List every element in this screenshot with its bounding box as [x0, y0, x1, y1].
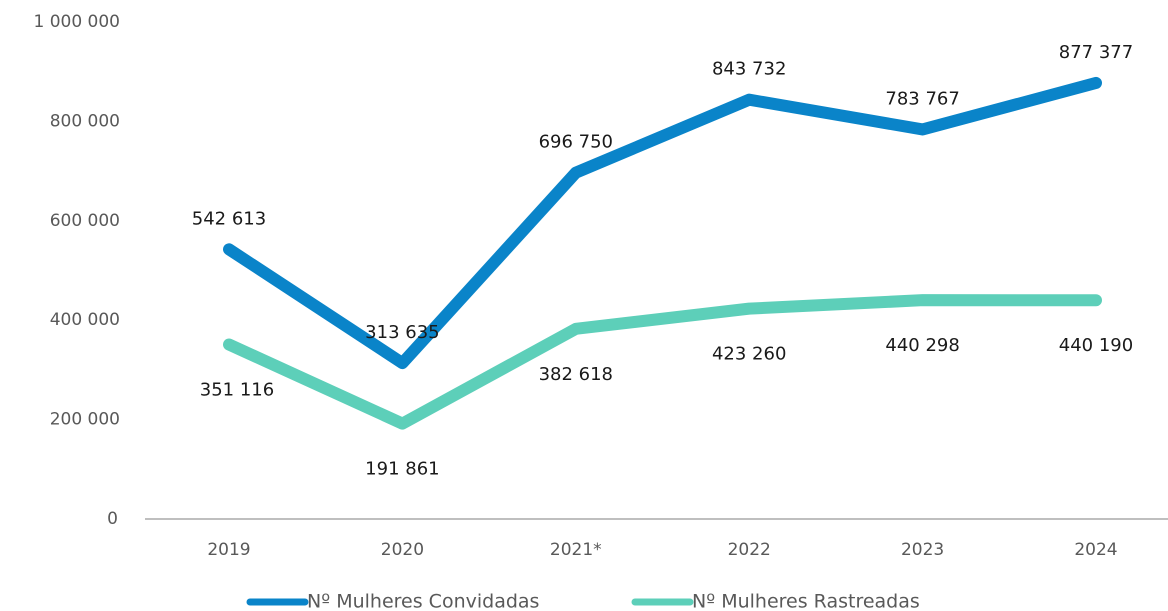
y-tick-label: 1 000 000 — [33, 12, 120, 32]
data-label: 440 190 — [1059, 335, 1133, 356]
series-line — [223, 76, 1102, 370]
data-label: 542 613 — [192, 208, 266, 229]
data-label: 382 618 — [539, 364, 613, 385]
legend-label: Nº Mulheres Rastreadas — [692, 591, 920, 611]
data-label: 877 377 — [1059, 42, 1133, 63]
series-line — [223, 294, 1102, 430]
data-label: 843 732 — [712, 59, 786, 80]
data-label: 783 767 — [885, 88, 959, 109]
x-tick-label: 2020 — [381, 540, 424, 560]
data-label: 313 635 — [365, 322, 439, 343]
y-tick-label: 0 — [107, 509, 118, 529]
data-label: 696 750 — [539, 132, 613, 153]
x-tick-label: 2024 — [1074, 540, 1117, 560]
x-tick-label: 2021* — [550, 540, 602, 560]
legend-label: Nº Mulheres Convidadas — [307, 591, 539, 611]
y-tick-label: 600 000 — [50, 211, 120, 231]
data-label: 423 260 — [712, 344, 786, 365]
x-tick-label: 2023 — [901, 540, 944, 560]
x-tick-label: 2019 — [207, 540, 250, 560]
x-tick-label: 2022 — [728, 540, 771, 560]
data-label: 440 298 — [885, 335, 959, 356]
data-label: 191 861 — [365, 459, 439, 480]
y-tick-label: 400 000 — [50, 310, 120, 330]
y-tick-label: 200 000 — [50, 410, 120, 430]
data-label: 351 116 — [200, 379, 274, 400]
y-tick-label: 800 000 — [50, 111, 120, 131]
